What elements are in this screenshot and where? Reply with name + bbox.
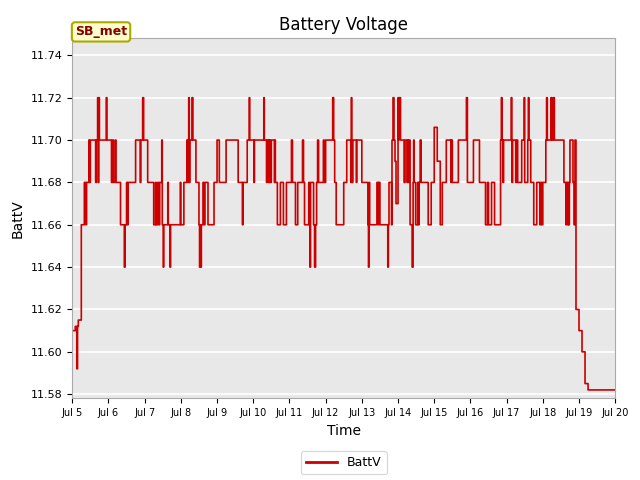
Title: Battery Voltage: Battery Voltage [279, 16, 408, 34]
X-axis label: Time: Time [327, 424, 361, 438]
Legend: BattV: BattV [301, 452, 387, 474]
Text: SB_met: SB_met [75, 25, 127, 38]
Y-axis label: BattV: BattV [11, 199, 25, 238]
